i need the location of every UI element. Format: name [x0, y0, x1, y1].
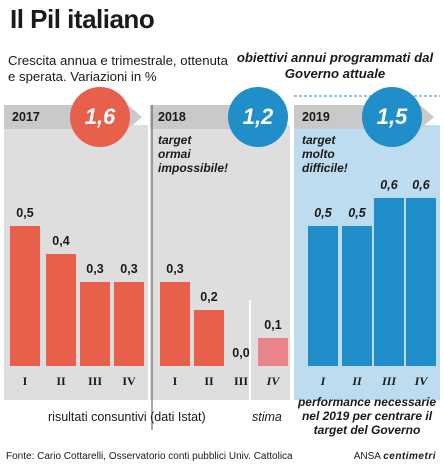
value-label-2018-IV: 0,1	[264, 318, 282, 332]
quarter-label-2019-I: I	[320, 374, 326, 388]
bar-2017-II	[46, 254, 76, 366]
quarter-label-2019-IV: IV	[414, 374, 428, 388]
target-note-line: difficile!	[302, 161, 348, 175]
year-label-2017: 2017	[12, 110, 40, 124]
credit: ANSA centimetri	[354, 451, 436, 462]
value-label-2017-I: 0,5	[16, 206, 34, 220]
value-label-2019-III: 0,6	[380, 178, 398, 192]
value-label-2017-III: 0,3	[86, 262, 104, 276]
bar-2019-III	[374, 198, 404, 366]
quarter-label-2017-I: I	[22, 374, 28, 388]
credit-prefix: ANSA	[353, 451, 381, 462]
quarter-label-2019-II: II	[352, 374, 362, 388]
annual-growth-2019: 1,5	[362, 87, 422, 147]
bar-2017-III	[80, 282, 110, 366]
stima-caption: stima	[252, 410, 282, 424]
year-label-2019: 2019	[302, 110, 330, 124]
brand-logo-text: centimetri	[383, 451, 436, 462]
year-label-2018: 2018	[158, 110, 186, 124]
target-note-line: target	[302, 133, 336, 147]
target-note-2019: target molto difficile!	[302, 133, 348, 175]
value-label-2018-III: 0,0	[232, 346, 250, 360]
quarter-label-2017-II: II	[56, 374, 66, 388]
bar-2019-IV	[406, 198, 436, 366]
quarter-label-2018-IV: IV	[266, 374, 280, 388]
value-label-2019-I: 0,5	[314, 206, 332, 220]
bar-2019-I	[308, 226, 338, 366]
value-label-2017-IV: 0,3	[120, 262, 138, 276]
quarter-label-2019-III: III	[381, 374, 396, 388]
target-note-line: impossibile!	[158, 161, 229, 175]
value-label-2018-II: 0,2	[200, 290, 218, 304]
annual-growth-2018: 1,2	[228, 87, 288, 147]
consuntivi-caption: risultati consuntivi (dati Istat)	[48, 410, 206, 424]
bar-2017-I	[10, 226, 40, 366]
annual-growth-2017: 1,6	[70, 87, 130, 147]
target-note-2018: target ormai impossibile!	[158, 133, 228, 175]
government-targets-caption: obiettivi annui programmati dal Governo …	[236, 50, 434, 81]
target-note-line: target	[158, 133, 192, 147]
page-title: Il Pil italiano	[10, 4, 155, 34]
bar-2018-I	[160, 282, 190, 366]
value-label-2019-IV: 0,6	[412, 178, 430, 192]
target-note-line: molto	[302, 147, 335, 161]
chart-subtitle: Crescita annua e trimestrale, ottenuta e…	[8, 53, 228, 84]
quarter-label-2017-IV: IV	[122, 374, 136, 388]
quarter-label-2017-III: III	[87, 374, 102, 388]
panel-gap	[290, 105, 294, 405]
source-note: Fonte: Cario Cottarelli, Osservatorio co…	[6, 451, 293, 462]
performance-caption: performance necessarie nel 2019 per cent…	[297, 395, 437, 437]
bar-2018-II	[194, 310, 224, 366]
value-label-2019-II: 0,5	[348, 206, 366, 220]
bar-2018-IV	[258, 338, 288, 366]
value-label-2017-II: 0,4	[52, 234, 70, 248]
bar-2019-II	[342, 226, 372, 366]
value-label-2018-I: 0,3	[166, 262, 184, 276]
bar-2017-IV	[114, 282, 144, 366]
quarter-label-2018-I: I	[172, 374, 178, 388]
quarter-label-2018-III: III	[233, 374, 248, 388]
target-note-line: ormai	[158, 147, 191, 161]
quarter-label-2018-II: II	[204, 374, 214, 388]
